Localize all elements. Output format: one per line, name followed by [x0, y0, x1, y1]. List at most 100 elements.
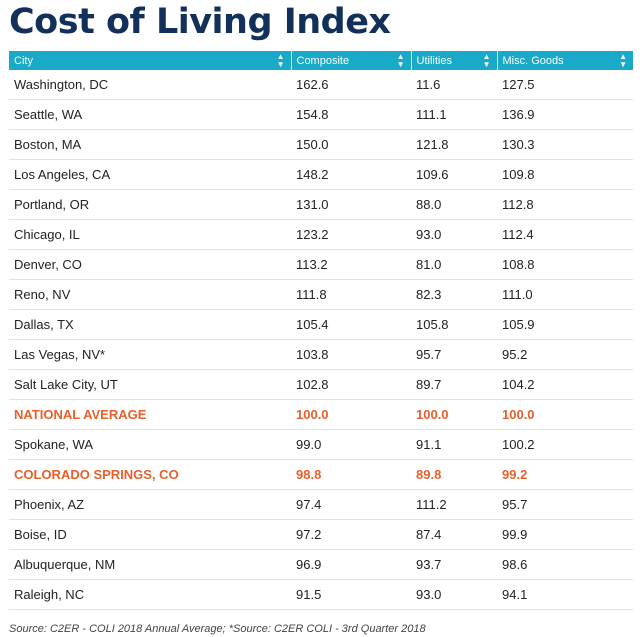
column-header-composite[interactable]: Composite ▲ ▼ — [291, 51, 412, 70]
cell-city: Las Vegas, NV* — [9, 339, 291, 370]
table-header-row: City ▲ ▼ Composite ▲ ▼ Utilities ▲ ▼ Misc. Goo… — [9, 51, 633, 70]
cell-misc-goods: 112.4 — [497, 219, 633, 250]
source-note: Source: C2ER - COLI 2018 Annual Average;… — [9, 623, 426, 635]
cell-misc-goods: 94.1 — [497, 579, 633, 610]
table-row: Washington, DC 162.6 11.6 127.5 — [9, 70, 633, 100]
cell-city: Chicago, IL — [9, 219, 291, 250]
table-row: Albuquerque, NM 96.9 93.7 98.6 — [9, 549, 633, 580]
table-row: NATIONAL AVERAGE 100.0 100.0 100.0 — [9, 399, 633, 430]
cell-utilities: 105.8 — [411, 309, 497, 340]
column-header-misc-goods[interactable]: Misc. Goods ▲ ▼ — [497, 51, 633, 70]
table-row: Denver, CO 113.2 81.0 108.8 — [9, 249, 633, 280]
table-row: Chicago, IL 123.2 93.0 112.4 — [9, 219, 633, 250]
cell-city: Los Angeles, CA — [9, 159, 291, 190]
cell-misc-goods: 130.3 — [497, 129, 633, 160]
column-header-utilities[interactable]: Utilities ▲ ▼ — [411, 51, 498, 70]
cell-misc-goods: 108.8 — [497, 249, 633, 280]
cell-misc-goods: 112.8 — [497, 189, 633, 220]
cell-utilities: 109.6 — [411, 159, 497, 190]
cell-utilities: 89.7 — [411, 369, 497, 400]
cell-composite: 123.2 — [291, 219, 411, 250]
cell-utilities: 93.7 — [411, 549, 497, 580]
cell-city: Boise, ID — [9, 519, 291, 550]
cell-city: Albuquerque, NM — [9, 549, 291, 580]
cell-utilities: 111.1 — [411, 99, 497, 130]
cell-utilities: 111.2 — [411, 489, 497, 520]
sort-icon[interactable]: ▲ ▼ — [276, 51, 285, 69]
sort-icon[interactable]: ▲ ▼ — [482, 51, 491, 69]
cell-misc-goods: 95.7 — [497, 489, 633, 520]
cell-composite: 91.5 — [291, 579, 411, 610]
cell-composite: 105.4 — [291, 309, 411, 340]
cell-utilities: 89.8 — [411, 459, 497, 490]
cell-city: Seattle, WA — [9, 99, 291, 130]
table-row: COLORADO SPRINGS, CO 98.8 89.8 99.2 — [9, 459, 633, 490]
cell-composite: 150.0 — [291, 129, 411, 160]
cell-composite: 96.9 — [291, 549, 411, 580]
cell-misc-goods: 111.0 — [497, 279, 633, 310]
table-row: Boston, MA 150.0 121.8 130.3 — [9, 129, 633, 160]
cell-misc-goods: 98.6 — [497, 549, 633, 580]
page-title: Cost of Living Index — [9, 2, 391, 42]
cell-composite: 162.6 — [291, 70, 411, 100]
cell-composite: 98.8 — [291, 459, 411, 490]
cell-misc-goods: 95.2 — [497, 339, 633, 370]
table-row: Spokane, WA 99.0 91.1 100.2 — [9, 429, 633, 460]
table-row: Las Vegas, NV* 103.8 95.7 95.2 — [9, 339, 633, 370]
cell-composite: 99.0 — [291, 429, 411, 460]
cell-misc-goods: 136.9 — [497, 99, 633, 130]
cell-utilities: 88.0 — [411, 189, 497, 220]
column-header-label: Composite — [296, 54, 350, 67]
table-row: Reno, NV 111.8 82.3 111.0 — [9, 279, 633, 310]
cell-utilities: 11.6 — [411, 70, 497, 100]
column-header-label: City — [14, 54, 33, 67]
cell-utilities: 91.1 — [411, 429, 497, 460]
table-row: Los Angeles, CA 148.2 109.6 109.8 — [9, 159, 633, 190]
cell-composite: 154.8 — [291, 99, 411, 130]
table-row: Portland, OR 131.0 88.0 112.8 — [9, 189, 633, 220]
cell-composite: 97.4 — [291, 489, 411, 520]
cell-city: Washington, DC — [9, 70, 291, 100]
cell-composite: 100.0 — [291, 399, 411, 430]
cell-composite: 131.0 — [291, 189, 411, 220]
cell-city: COLORADO SPRINGS, CO — [9, 459, 291, 490]
cell-misc-goods: 100.0 — [497, 399, 633, 430]
cell-composite: 103.8 — [291, 339, 411, 370]
cell-city: Spokane, WA — [9, 429, 291, 460]
column-header-city[interactable]: City ▲ ▼ — [9, 51, 292, 70]
cell-utilities: 95.7 — [411, 339, 497, 370]
table-row: Dallas, TX 105.4 105.8 105.9 — [9, 309, 633, 340]
column-header-label: Utilities — [416, 54, 452, 67]
table-row: Salt Lake City, UT 102.8 89.7 104.2 — [9, 369, 633, 400]
cell-city: Portland, OR — [9, 189, 291, 220]
cell-misc-goods: 99.2 — [497, 459, 633, 490]
cell-composite: 102.8 — [291, 369, 411, 400]
cost-of-living-table: City ▲ ▼ Composite ▲ ▼ Utilities ▲ ▼ Misc. Goo… — [9, 51, 633, 610]
cell-composite: 97.2 — [291, 519, 411, 550]
cell-misc-goods: 104.2 — [497, 369, 633, 400]
cell-utilities: 87.4 — [411, 519, 497, 550]
table-row: Phoenix, AZ 97.4 111.2 95.7 — [9, 489, 633, 520]
cell-city: Raleigh, NC — [9, 579, 291, 610]
cell-utilities: 100.0 — [411, 399, 497, 430]
table-body: Washington, DC 162.6 11.6 127.5 Seattle, WA 1… — [9, 70, 633, 610]
cell-utilities: 93.0 — [411, 579, 497, 610]
cell-city: Reno, NV — [9, 279, 291, 310]
cell-misc-goods: 109.8 — [497, 159, 633, 190]
cell-city: Denver, CO — [9, 249, 291, 280]
cell-city: NATIONAL AVERAGE — [9, 399, 291, 430]
table-row: Seattle, WA 154.8 111.1 136.9 — [9, 99, 633, 130]
cell-utilities: 93.0 — [411, 219, 497, 250]
cell-utilities: 82.3 — [411, 279, 497, 310]
cell-misc-goods: 105.9 — [497, 309, 633, 340]
sort-icon[interactable]: ▲ ▼ — [619, 51, 627, 69]
cell-misc-goods: 100.2 — [497, 429, 633, 460]
cell-utilities: 81.0 — [411, 249, 497, 280]
cell-utilities: 121.8 — [411, 129, 497, 160]
cell-misc-goods: 99.9 — [497, 519, 633, 550]
table-row: Raleigh, NC 91.5 93.0 94.1 — [9, 579, 633, 610]
sort-icon[interactable]: ▲ ▼ — [396, 51, 405, 69]
table-row: Boise, ID 97.2 87.4 99.9 — [9, 519, 633, 550]
column-header-label: Misc. Goods — [502, 54, 564, 67]
cell-city: Phoenix, AZ — [9, 489, 291, 520]
